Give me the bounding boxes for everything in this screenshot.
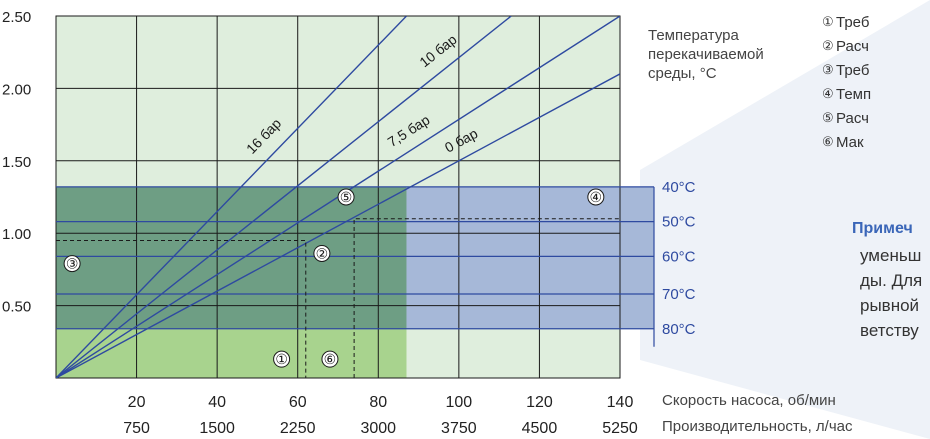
legend-panel: ① Треб ② Расч ③ Треб ④ Темп ⑤ Расч ⑥ Мак Приме…	[800, 0, 930, 439]
legend-item: ③ Треб	[822, 62, 870, 79]
legend-item: ① Треб	[822, 14, 870, 31]
x-tick-label-rpm: 100	[446, 394, 473, 411]
legend-item: ④ Темп	[822, 86, 872, 103]
legend-text: Мак	[836, 134, 864, 151]
marker: ②	[313, 244, 331, 262]
marker-label: ④	[590, 189, 603, 205]
legend-number: ⑥	[822, 134, 834, 149]
marker: ⑥	[321, 350, 339, 368]
dashed-guide	[353, 218, 620, 378]
legend-number: ②	[822, 38, 834, 53]
plot-frame	[55, 15, 621, 379]
marker-label: ⑤	[340, 189, 353, 205]
temperature-label: 40°C	[662, 179, 696, 196]
legend-item: ② Расч	[822, 38, 869, 55]
legend-text: Треб	[836, 14, 870, 31]
operating-zone-light	[56, 328, 407, 378]
x-tick-label-flow: 1500	[199, 420, 235, 437]
legend-text: Расч	[836, 38, 869, 55]
marker: ①	[273, 350, 291, 368]
legend-item: ⑤ Расч	[822, 110, 869, 127]
temperature-band	[406, 186, 654, 329]
pressure-line	[56, 16, 512, 378]
x-tick-label-rpm: 120	[526, 394, 553, 411]
x-axis-label-rpm: Скорость насоса, об/мин	[662, 392, 836, 409]
x-tick-label-flow: 3000	[360, 420, 396, 437]
marker: ④	[587, 188, 605, 206]
temperature-label: 80°C	[662, 321, 696, 338]
x-tick-label-rpm: 60	[289, 394, 307, 411]
marker: ③	[63, 255, 81, 273]
legend-number: ④	[822, 86, 834, 101]
note-title: Примеч	[852, 220, 913, 237]
note-line: рывной	[860, 296, 920, 315]
legend-number: ①	[822, 14, 834, 29]
y-tick-label: 1.50	[2, 154, 31, 171]
y-tick-label: 0.50	[2, 299, 31, 316]
x-tick-label-flow: 5250	[602, 420, 638, 437]
x-tick-label-rpm: 140	[607, 394, 634, 411]
legend-text: Темп	[836, 86, 872, 103]
temperature-caption-line: перекачиваемой	[648, 46, 764, 63]
legend-backdrop	[640, 0, 930, 439]
temperature-label: 60°C	[662, 248, 696, 265]
legend-number: ③	[822, 62, 834, 77]
pressure-line	[56, 16, 407, 378]
pressure-line	[56, 73, 620, 378]
legend-number: ⑤	[822, 110, 834, 125]
y-tick-label: 2.50	[2, 9, 31, 26]
x-tick-label-flow: 3750	[441, 420, 477, 437]
legend-text: Треб	[836, 62, 870, 79]
marker-circle	[273, 350, 291, 368]
legend-text: Расч	[836, 110, 869, 127]
marker-circle	[63, 255, 81, 273]
temperature-caption-line: среды, °C	[648, 65, 717, 82]
marker-circle	[321, 350, 339, 368]
marker-label: ⑥	[324, 351, 337, 367]
temperature-label: 70°C	[662, 286, 696, 303]
x-tick-label-flow: 4500	[522, 420, 558, 437]
marker-label: ①	[275, 351, 288, 367]
y-tick-label: 2.00	[2, 81, 31, 98]
note-line: уменьш	[860, 246, 922, 265]
marker-label: ③	[66, 256, 79, 272]
marker-label: ②	[316, 245, 329, 261]
x-axis-label-flow: Производительность, л/час	[662, 418, 853, 435]
temperature-caption: Температура перекачиваемой среды, °C	[648, 26, 818, 83]
marker: ⑤	[337, 188, 355, 206]
legend-item: ⑥ Мак	[822, 134, 864, 151]
marker-circle	[587, 188, 605, 206]
x-tick-label-rpm: 20	[128, 394, 146, 411]
marker-circle	[313, 244, 331, 262]
note-line: ветству	[860, 321, 919, 340]
x-tick-label-flow: 2250	[280, 420, 316, 437]
temperature-caption-line: Температура	[648, 27, 739, 44]
x-tick-label-rpm: 80	[369, 394, 387, 411]
note-line: ды. Для	[860, 271, 923, 290]
y-tick-label: 1.00	[2, 226, 31, 243]
x-tick-label-rpm: 40	[208, 394, 226, 411]
temperature-label: 50°C	[662, 214, 696, 231]
marker-circle	[337, 188, 355, 206]
x-tick-label-flow: 750	[123, 420, 150, 437]
